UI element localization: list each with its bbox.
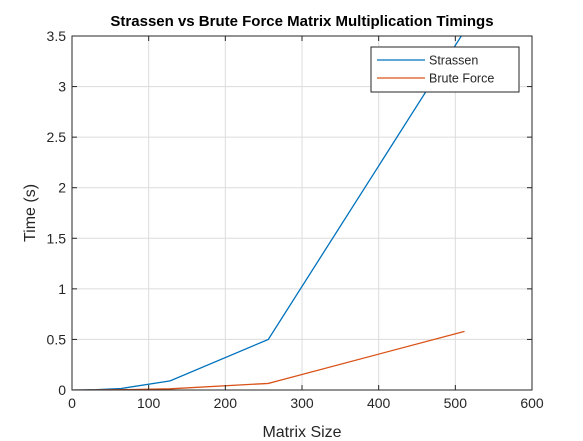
gridlines	[72, 36, 532, 390]
x-tick-label: 200	[214, 395, 238, 411]
x-tick-label: 600	[520, 395, 544, 411]
tick-labels: 0 100 200 300 400 500 600 0 0.5 1 1.5 2 2.5 3 3.5	[47, 28, 544, 411]
y-axis-label: Time (s)	[22, 184, 39, 242]
x-axis-label: Matrix Size	[262, 424, 341, 441]
y-tick-label: 0.5	[47, 331, 67, 347]
y-tick-label: 3.5	[47, 28, 67, 44]
legend: Strassen Brute Force	[370, 46, 520, 93]
y-tick-label: 2.5	[47, 129, 67, 145]
axes-box	[71, 35, 533, 391]
x-tick-label: 0	[68, 395, 76, 411]
legend-box	[370, 46, 520, 93]
axes	[71, 35, 533, 391]
y-tick-label: 2	[58, 180, 66, 196]
x-tick-label: 400	[367, 395, 391, 411]
y-tick-label: 0	[58, 382, 66, 398]
legend-label: Strassen	[429, 54, 478, 68]
x-tick-label: 300	[290, 395, 314, 411]
x-tick-label: 500	[444, 395, 468, 411]
y-tick-label: 1.5	[47, 230, 67, 246]
chart-title: Strassen vs Brute Force Matrix Multiplic…	[110, 13, 493, 30]
x-tick-label: 100	[137, 395, 161, 411]
y-tick-label: 3	[58, 79, 66, 95]
legend-label: Brute Force	[429, 72, 494, 86]
y-tick-label: 1	[58, 281, 66, 297]
